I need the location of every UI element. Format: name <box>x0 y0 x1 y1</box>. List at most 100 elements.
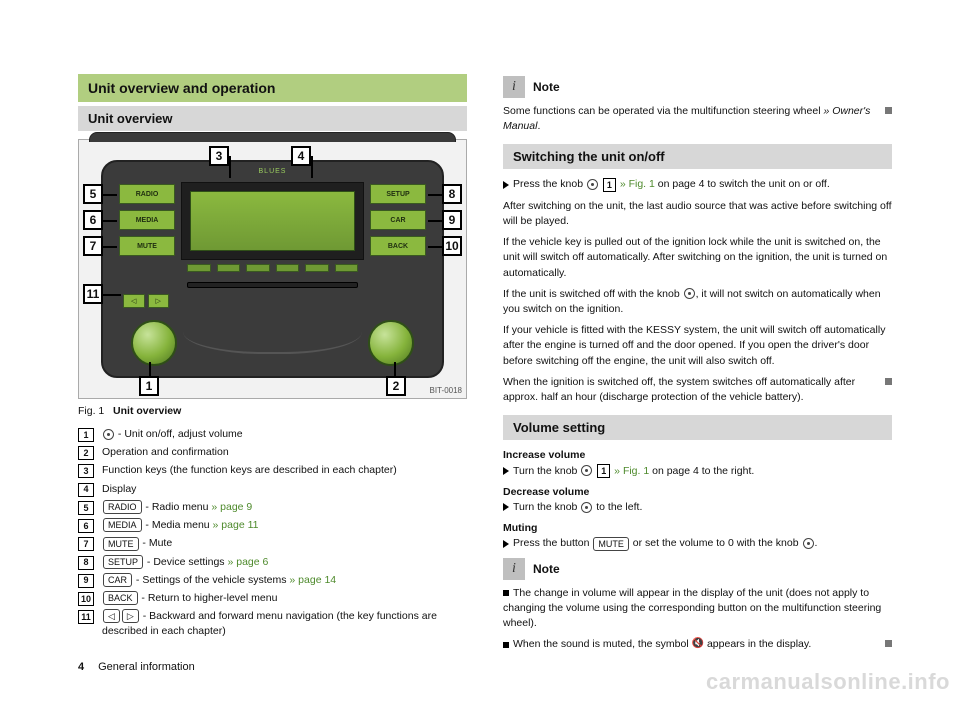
page-link: » page 9 <box>211 501 252 513</box>
page-link: » page 11 <box>213 519 259 531</box>
heading-volume: Volume setting <box>503 415 892 440</box>
callout-10: 10 <box>442 236 462 256</box>
increase-volume-title: Increase volume <box>503 448 892 463</box>
text-span: When the ignition is switched off, the s… <box>503 376 855 403</box>
section-end-icon <box>885 640 892 647</box>
text-span: . <box>537 120 540 132</box>
keycap-mute: MUTE <box>593 537 629 551</box>
keycap-next: ▷ <box>122 609 139 623</box>
text-span: The change in volume will appear in the … <box>503 587 881 629</box>
ref-text-span: - Radio menu <box>143 501 212 513</box>
text-span: Press the knob <box>513 178 586 190</box>
columns: Unit overview and operation Unit overvie… <box>78 74 892 659</box>
radio-body: BLUES RADIO MEDIA MUTE SETUP CAR BAC <box>101 160 444 378</box>
knob-left <box>131 320 177 366</box>
switch-p4: If the unit is switched off with the kno… <box>503 287 892 317</box>
ref-text: SETUP - Device settings » page 6 <box>102 555 268 570</box>
lead-line <box>103 194 117 196</box>
knob-right <box>368 320 414 366</box>
note-block-1: i Note <box>503 76 892 98</box>
ref-text: Operation and confirmation <box>102 445 229 460</box>
page-link: » page 14 <box>289 574 336 586</box>
knob-icon <box>684 288 695 299</box>
knob-icon <box>103 429 114 440</box>
text-span: to the left. <box>593 501 642 513</box>
knob-icon <box>581 465 592 476</box>
ref-10: 10 BACK - Return to higher-level menu <box>78 591 467 606</box>
ref-text-span: - Settings of the vehicle systems <box>133 574 289 586</box>
switch-p2: After switching on the unit, the last au… <box>503 199 892 229</box>
radio-top-trim <box>89 132 456 142</box>
muting-title: Muting <box>503 521 892 536</box>
text-span: If the unit is switched off with the kno… <box>503 288 683 300</box>
increase-volume-step: Turn the knob 1 » Fig. 1 on page 4 to th… <box>503 464 892 479</box>
right-column: i Note Some functions can be operated vi… <box>503 74 892 659</box>
figure-caption-num: Fig. 1 <box>78 405 104 417</box>
section-end-icon <box>885 378 892 385</box>
switch-step: Press the knob 1 » Fig. 1 on page 4 to s… <box>503 177 892 192</box>
ref-text: - Unit on/off, adjust volume <box>102 427 243 442</box>
ref-text: ◁▷ - Backward and forward menu navigatio… <box>102 609 467 639</box>
ref-text-span: - Media menu <box>143 519 213 531</box>
ref-11: 11 ◁▷ - Backward and forward menu naviga… <box>78 609 467 639</box>
lead-line <box>428 194 442 196</box>
cd-slot <box>187 282 358 288</box>
text-span: appears in the display. <box>704 638 811 650</box>
btn-setup: SETUP <box>370 184 426 204</box>
left-buttons: RADIO MEDIA MUTE <box>119 184 175 256</box>
section-end-icon <box>885 107 892 114</box>
note-block-2: i Note <box>503 558 892 580</box>
lead-line <box>428 246 442 248</box>
lead-line <box>229 156 231 178</box>
ref-text-span: - Backward and forward menu navigation (… <box>102 610 437 637</box>
ref-4: 4 Display <box>78 482 467 497</box>
btn-media: MEDIA <box>119 210 175 230</box>
ref-text: MEDIA - Media menu » page 11 <box>102 518 258 533</box>
callout-1: 1 <box>139 376 159 396</box>
keycap-mute: MUTE <box>103 537 139 551</box>
note-1-text: Some functions can be operated via the m… <box>503 104 892 134</box>
ref-text: CAR - Settings of the vehicle systems » … <box>102 573 336 588</box>
decrease-volume-title: Decrease volume <box>503 485 892 500</box>
ref-5: 5 RADIO - Radio menu » page 9 <box>78 500 467 515</box>
nav-arrows: ◁ ▷ <box>123 294 169 308</box>
ref-num: 8 <box>78 556 94 570</box>
ref-num: 2 <box>78 446 94 460</box>
ref-num: 10 <box>78 592 94 606</box>
ref-1: 1 - Unit on/off, adjust volume <box>78 427 467 442</box>
text-span: on page 4 to the right. <box>649 465 754 477</box>
text-span: When the sound is muted, the symbol <box>513 638 692 650</box>
page: Unit overview and operation Unit overvie… <box>0 0 960 701</box>
page-number: 4 <box>78 661 84 673</box>
keycap-back: BACK <box>103 591 138 605</box>
lead-line <box>103 246 117 248</box>
figure-caption: Fig. 1 Unit overview <box>78 405 467 417</box>
reference-list: 1 - Unit on/off, adjust volume 2 Operati… <box>78 427 467 640</box>
btn-mute: MUTE <box>119 236 175 256</box>
text-span: Turn the knob <box>513 501 580 513</box>
lead-line <box>149 362 151 376</box>
arrow-right-btn: ▷ <box>148 294 170 308</box>
lead-line <box>103 220 117 222</box>
radio-panel <box>181 182 364 260</box>
note2-bullet-2: When the sound is muted, the symbol appe… <box>503 637 892 652</box>
heading-unit-overview-operation: Unit overview and operation <box>78 74 467 102</box>
bullet-icon <box>503 467 509 475</box>
btn-back: BACK <box>370 236 426 256</box>
arrow-left-btn: ◁ <box>123 294 145 308</box>
lead-line <box>103 294 121 296</box>
square-bullet-icon <box>503 642 509 648</box>
keycap-car: CAR <box>103 573 132 587</box>
heading-unit-overview: Unit overview <box>78 106 467 131</box>
ref-num: 3 <box>78 464 94 478</box>
ref-text: MUTE - Mute <box>102 536 172 551</box>
info-icon: i <box>503 558 525 580</box>
ref-text: RADIO - Radio menu » page 9 <box>102 500 252 515</box>
callout-2: 2 <box>386 376 406 396</box>
page-link: » page 6 <box>227 556 268 568</box>
ref-7: 7 MUTE - Mute <box>78 536 467 551</box>
switch-p5: If your vehicle is fitted with the KESSY… <box>503 323 892 369</box>
figure-caption-title: Unit overview <box>113 405 181 417</box>
square-bullet-icon <box>503 590 509 596</box>
ref-8: 8 SETUP - Device settings » page 6 <box>78 555 467 570</box>
